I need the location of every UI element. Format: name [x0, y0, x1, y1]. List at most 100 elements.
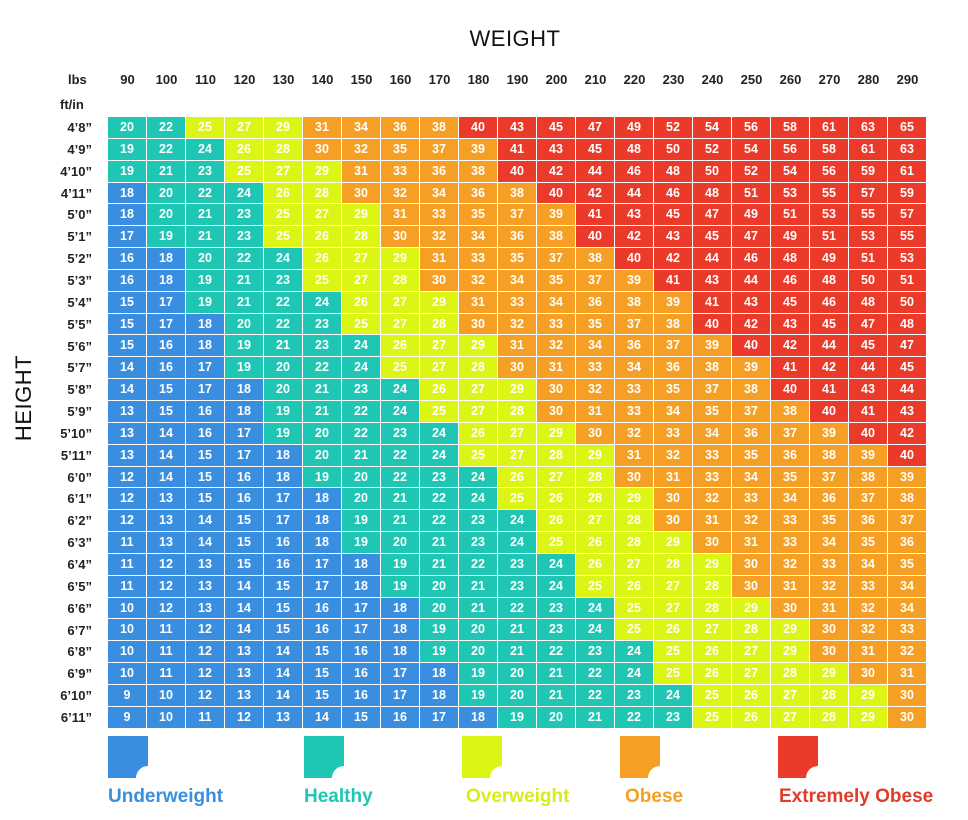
bmi-cell: 30	[615, 466, 654, 489]
bmi-cell: 28	[771, 663, 810, 685]
bmi-cell: 32	[576, 379, 615, 401]
weight-header-150: 150	[350, 72, 373, 87]
bmi-cell: 33	[615, 400, 654, 423]
bmi-cell: 24	[576, 619, 615, 642]
bmi-cell: 29	[810, 663, 849, 685]
bmi-cell: 18	[108, 204, 147, 227]
bmi-cell: 21	[576, 706, 615, 729]
bmi-cell: 27	[537, 466, 576, 489]
bmi-cell: 32	[459, 269, 498, 292]
bmi-cell: 29	[576, 444, 615, 467]
bmi-cell: 36	[615, 335, 654, 358]
bmi-cell: 30	[654, 510, 693, 533]
bmi-cell: 19	[264, 400, 303, 423]
height-header-row: 5’6”	[67, 338, 92, 354]
bmi-cell: 36	[810, 488, 849, 511]
bmi-cell: 14	[264, 663, 303, 685]
bmi-cell: 15	[303, 684, 342, 707]
legend-label-overweight: Overweight	[466, 786, 570, 807]
bmi-cell: 25	[381, 357, 420, 380]
bmi-cell: 35	[810, 510, 849, 533]
bmi-cell: 29	[498, 379, 537, 401]
bmi-cell: 16	[381, 706, 420, 729]
bmi-cell: 29	[849, 706, 888, 729]
bmi-cell: 14	[147, 422, 186, 445]
bmi-cell: 28	[810, 706, 849, 729]
bmi-cell: 25	[225, 160, 264, 183]
bmi-cell: 23	[459, 510, 498, 533]
bmi-cell: 17	[303, 553, 342, 576]
bmi-cell: 37	[771, 422, 810, 445]
bmi-cell: 18	[381, 641, 420, 664]
bmi-cell: 33	[420, 204, 459, 227]
bmi-cell: 29	[381, 248, 420, 270]
bmi-cell: 37	[537, 248, 576, 270]
bmi-cell: 20	[225, 313, 264, 336]
bmi-cell: 21	[498, 641, 537, 664]
bmi-cell: 37	[498, 204, 537, 227]
bmi-cell: 31	[537, 357, 576, 380]
height-header-row: 6’7”	[67, 622, 92, 638]
weight-header-280: 280	[857, 72, 880, 87]
bmi-cell: 32	[420, 226, 459, 249]
bmi-cell: 34	[459, 226, 498, 249]
bmi-cell: 27	[381, 313, 420, 336]
bmi-cell: 25	[537, 532, 576, 554]
bmi-cell: 22	[459, 553, 498, 576]
bmi-cell: 18	[186, 335, 225, 358]
bmi-cell: 41	[498, 138, 537, 161]
bmi-cell: 22	[147, 138, 186, 161]
bmi-cell: 24	[498, 510, 537, 533]
bmi-cell: 13	[225, 663, 264, 685]
bmi-cell: 42	[576, 182, 615, 205]
bmi-cell: 42	[537, 160, 576, 183]
bmi-cell: 13	[108, 444, 147, 467]
bmi-cell: 38	[420, 117, 459, 139]
bmi-cell: 21	[303, 379, 342, 401]
bmi-cell: 38	[576, 248, 615, 270]
weight-header-220: 220	[623, 72, 646, 87]
bmi-cell: 15	[147, 400, 186, 423]
bmi-cell: 14	[225, 597, 264, 620]
bmi-cell: 15	[186, 488, 225, 511]
legend-label-healthy: Healthy	[304, 786, 373, 807]
bmi-cell: 22	[381, 444, 420, 467]
bmi-cell: 50	[849, 269, 888, 292]
bmi-cell: 29	[693, 553, 732, 576]
bmi-cell: 30	[810, 641, 849, 664]
bmi-cell: 23	[225, 226, 264, 249]
bmi-cell: 56	[810, 160, 849, 183]
bmi-cell: 30	[420, 269, 459, 292]
bmi-cell: 31	[693, 510, 732, 533]
weight-header-200: 200	[545, 72, 568, 87]
bmi-cell: 46	[654, 182, 693, 205]
bmi-cell: 34	[810, 532, 849, 554]
bmi-cell: 18	[303, 532, 342, 554]
bmi-cell: 21	[498, 619, 537, 642]
height-header-row: 4’11”	[60, 185, 92, 201]
bmi-cell: 26	[264, 182, 303, 205]
bmi-cell: 31	[771, 575, 810, 598]
bmi-cell: 15	[303, 663, 342, 685]
bmi-cell: 12	[186, 684, 225, 707]
bmi-cell: 54	[732, 138, 771, 161]
bmi-cell: 50	[888, 291, 927, 314]
legend-swatch-notch	[648, 766, 672, 790]
bmi-cell: 14	[147, 444, 186, 467]
bmi-cell: 18	[342, 575, 381, 598]
bmi-cell: 46	[615, 160, 654, 183]
bmi-cell: 38	[459, 160, 498, 183]
height-header-row: 6’8”	[67, 644, 92, 660]
bmi-cell: 26	[225, 138, 264, 161]
bmi-cell: 58	[771, 117, 810, 139]
bmi-cell: 40	[576, 226, 615, 249]
bmi-cell: 48	[615, 138, 654, 161]
bmi-cell: 36	[381, 117, 420, 139]
bmi-cell: 21	[537, 684, 576, 707]
legend-swatch-obese	[620, 736, 672, 790]
bmi-cell: 30	[459, 313, 498, 336]
bmi-cell: 32	[381, 182, 420, 205]
bmi-cell: 15	[342, 706, 381, 729]
bmi-cell: 39	[732, 357, 771, 380]
bmi-cell: 40	[849, 422, 888, 445]
